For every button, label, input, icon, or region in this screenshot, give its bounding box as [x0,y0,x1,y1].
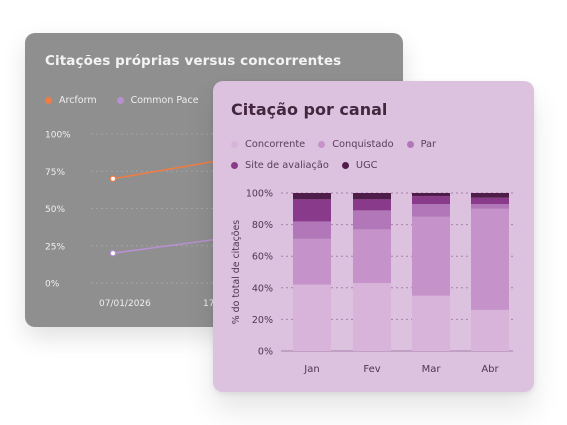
front-x-tick-label: Abr [481,364,499,375]
conquistado-legend-swatch [318,141,326,148]
legend-item-site-de-avaliacao: Site de avaliação [231,160,329,171]
bar-segment-ugc [412,193,450,197]
back-y-tick-label: 0% [45,280,60,290]
legend-label-common-pace: Common Pace [130,95,199,106]
front-y-axis-label: % do total de citações [231,220,242,325]
common-pace-legend-swatch [116,97,124,104]
legend-item-concorrente: Concorrente [231,139,305,150]
front-y-tick-label: 60% [252,252,273,263]
legend-item-common-pace: Common Pace [116,95,199,106]
legend-label-par: Par [420,139,437,150]
ugc-legend-swatch [341,162,349,169]
site-de-avaliacao-legend-swatch [231,162,238,169]
back-x-tick-label: 07/01/2026 [99,299,151,309]
legend-item-ugc: UGC [341,160,378,171]
legend-label-ugc: UGC [355,160,378,171]
bar-segment-concorrente [353,283,391,351]
bar-segment-conquistado [471,208,509,310]
front-legend-row-2: Site de avaliação UGC [231,160,378,171]
back-y-tick-label: 25% [45,242,65,252]
legend-item-arcform: Arcform [45,95,97,106]
bar-segment-conquistado [293,238,331,285]
legend-label-site-de-avaliacao: Site de avaliação [245,160,329,171]
bar-segment-ugc [293,193,331,200]
front-x-tick-label: Mar [422,364,442,375]
bar-segment-site-de-avaliacao [353,199,391,211]
bar-segment-concorrente [412,295,450,351]
front-chart-title: Citação por canal [231,100,388,119]
front-y-tick-label: 80% [252,220,273,231]
front-y-tick-label: 20% [252,315,273,326]
legend-label-arcform: Arcform [59,95,97,106]
bar-segment-site-de-avaliacao [471,197,509,205]
legend-item-conquistado: Conquistado [318,139,394,150]
legend-label-conquistado: Conquistado [332,139,394,150]
bar-segment-concorrente [471,309,509,351]
bar-segment-par [471,204,509,209]
bar-segment-conquistado [412,216,450,296]
back-y-tick-label: 100% [45,131,71,141]
bar-segment-site-de-avaliacao [412,196,450,205]
par-legend-swatch [406,141,414,148]
back-y-tick-label: 75% [45,168,65,178]
front-x-tick-label: Jan [303,364,319,375]
bar-segment-ugc [471,193,509,198]
bar-segment-par [353,210,391,230]
front-y-tick-label: 0% [258,347,273,358]
bar-segment-par [293,221,331,239]
bar-segment-site-de-avaliacao [293,199,331,222]
arcform-data-point [109,175,117,182]
front-x-tick-label: Fev [363,364,380,375]
back-x-tick-label: 17/ [203,299,218,309]
concorrente-legend-swatch [231,141,238,148]
bar-segment-par [412,204,450,217]
back-chart-legend: Arcform Common Pace [45,95,199,106]
bar-segment-conquistado [353,229,391,284]
back-y-tick-label: 50% [45,205,65,215]
common-pace-data-point [109,249,117,257]
front-legend-row-1: Concorrente Conquistado Par [231,139,436,150]
legend-label-concorrente: Concorrente [245,139,306,150]
stacked-bar-chart-canvas: 100% 80% 60% 40% 20% 0% % do total de citações… [231,189,513,375]
front-y-tick-label: 40% [252,283,273,294]
citation-by-channel-card: Citação por canal Concorrente Conquistad… [213,81,534,392]
bar-segment-concorrente [293,284,331,351]
arcform-legend-swatch [45,97,52,104]
back-chart-title: Citações próprias versus concorrentes [45,53,342,69]
front-y-tick-label: 100% [246,189,273,200]
bar-segment-ugc [353,193,391,200]
legend-item-par: Par [406,139,437,150]
